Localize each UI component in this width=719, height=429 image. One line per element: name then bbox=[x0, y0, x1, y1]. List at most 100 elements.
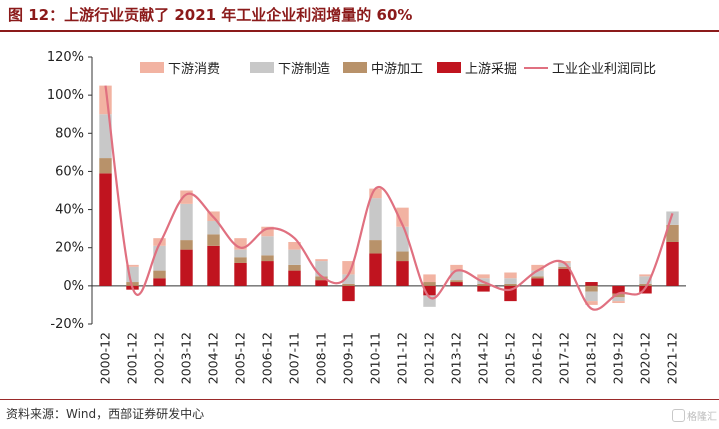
bar-upstream-mining bbox=[450, 282, 463, 286]
bar-upstream-mining bbox=[639, 285, 652, 294]
bar-downstream-consumption bbox=[504, 272, 517, 279]
watermark-text: 格隆汇 bbox=[687, 412, 717, 423]
x-tick-label: 2013-12 bbox=[449, 332, 464, 384]
bar-midstream-processing bbox=[180, 240, 193, 250]
bar-downstream-manufacturing bbox=[585, 291, 598, 302]
watermark-logo-icon bbox=[672, 409, 685, 422]
bar-upstream-mining bbox=[666, 241, 679, 286]
x-tick-label: 2001-12 bbox=[125, 332, 140, 384]
bar-upstream-mining bbox=[423, 285, 436, 296]
bar-downstream-consumption bbox=[423, 274, 436, 283]
x-tick-label: 2008-11 bbox=[314, 332, 329, 384]
legend-label: 下游制造 bbox=[278, 62, 330, 77]
bar-midstream-processing bbox=[666, 224, 679, 242]
bar-downstream-manufacturing bbox=[504, 278, 517, 284]
x-tick-label: 2012-12 bbox=[422, 332, 437, 384]
title-divider bbox=[0, 30, 719, 32]
y-tick-label: 120% bbox=[47, 50, 84, 65]
y-tick-label: 100% bbox=[47, 88, 84, 103]
bar-midstream-processing bbox=[531, 276, 544, 279]
legend-swatch bbox=[140, 62, 164, 73]
x-tick-label: 2007-11 bbox=[287, 332, 302, 384]
x-tick-label: 2018-12 bbox=[584, 332, 599, 384]
y-tick-label: 40% bbox=[55, 203, 84, 218]
legend-label: 工业企业利润同比 bbox=[552, 61, 656, 77]
bar-downstream-manufacturing bbox=[342, 274, 355, 284]
x-tick-label: 2016-12 bbox=[530, 332, 545, 384]
bar-downstream-consumption bbox=[585, 301, 598, 305]
x-tick-label: 2004-12 bbox=[206, 332, 221, 384]
bar-downstream-manufacturing bbox=[423, 295, 436, 307]
x-tick-label: 2010-11 bbox=[368, 332, 383, 384]
bar-downstream-manufacturing bbox=[558, 262, 571, 267]
bar-midstream-processing bbox=[342, 283, 355, 286]
series-line-profit-yoy bbox=[104, 85, 674, 311]
bar-downstream-manufacturing bbox=[450, 270, 463, 281]
legend-label: 中游加工 bbox=[371, 62, 423, 77]
legend-swatch bbox=[437, 62, 461, 73]
bar-upstream-mining bbox=[99, 173, 112, 286]
source-divider bbox=[0, 399, 719, 400]
x-tick-label: 2003-12 bbox=[179, 332, 194, 384]
bar-midstream-processing bbox=[315, 276, 328, 281]
bar-downstream-manufacturing bbox=[531, 270, 544, 277]
x-tick-label: 2021-12 bbox=[665, 332, 680, 384]
bar-upstream-mining bbox=[315, 280, 328, 286]
bar-midstream-processing bbox=[477, 283, 490, 286]
x-tick-label: 2011-12 bbox=[395, 332, 410, 384]
bar-downstream-manufacturing bbox=[234, 249, 247, 258]
bar-downstream-consumption bbox=[369, 188, 382, 199]
y-tick-label: -20% bbox=[50, 317, 84, 332]
figure-title: 图 12：上游行业贡献了 2021 年工业企业利润增量的 60% bbox=[8, 6, 413, 24]
watermark: 格隆汇 bbox=[672, 408, 717, 423]
x-tick-label: 2009-11 bbox=[341, 332, 356, 384]
bar-downstream-manufacturing bbox=[153, 245, 166, 271]
bar-downstream-manufacturing bbox=[180, 203, 193, 241]
bar-upstream-mining bbox=[180, 249, 193, 286]
bar-midstream-processing bbox=[207, 234, 220, 246]
bar-downstream-consumption bbox=[639, 274, 652, 277]
bar-downstream-consumption bbox=[477, 274, 490, 279]
bar-downstream-consumption bbox=[612, 301, 625, 304]
bar-midstream-processing bbox=[261, 255, 274, 262]
bar-midstream-processing bbox=[234, 257, 247, 263]
legend-label: 上游采掘 bbox=[465, 62, 517, 77]
bar-downstream-consumption bbox=[261, 226, 274, 237]
x-tick-label: 2015-12 bbox=[503, 332, 518, 384]
bar-midstream-processing bbox=[423, 282, 436, 286]
bar-downstream-manufacturing bbox=[261, 236, 274, 256]
bar-upstream-mining bbox=[477, 285, 490, 292]
bar-downstream-manufacturing bbox=[315, 261, 328, 277]
bar-downstream-manufacturing bbox=[207, 221, 220, 235]
bar-upstream-mining bbox=[531, 278, 544, 286]
legend-swatch bbox=[250, 62, 274, 73]
bar-downstream-consumption bbox=[450, 264, 463, 271]
legend-swatch bbox=[343, 62, 367, 73]
x-tick-label: 2006-12 bbox=[260, 332, 275, 384]
bar-downstream-consumption bbox=[531, 264, 544, 271]
y-tick-label: 0% bbox=[63, 279, 84, 294]
x-tick-label: 2002-12 bbox=[152, 332, 167, 384]
bar-midstream-processing bbox=[369, 240, 382, 254]
bar-midstream-processing bbox=[396, 251, 409, 262]
bar-midstream-processing bbox=[558, 266, 571, 269]
bar-downstream-consumption bbox=[396, 207, 409, 227]
bar-downstream-consumption bbox=[126, 264, 139, 267]
bar-upstream-mining bbox=[396, 261, 409, 286]
bar-upstream-mining bbox=[153, 278, 166, 286]
y-tick-label: 60% bbox=[55, 164, 84, 179]
bar-upstream-mining bbox=[261, 261, 274, 286]
source-note: 资料来源：Wind，西部证券研发中心 bbox=[6, 407, 205, 421]
bar-downstream-manufacturing bbox=[639, 276, 652, 284]
bar-downstream-manufacturing bbox=[288, 249, 301, 265]
bar-upstream-mining bbox=[612, 285, 625, 294]
chart-canvas: -20% 0% 20% 40% 60% 80% 100% 120% 2000-12 2001-12… bbox=[47, 50, 686, 384]
x-tick-label: 2005-12 bbox=[233, 332, 248, 384]
x-tick-label: 2000-12 bbox=[98, 332, 113, 384]
bar-upstream-mining bbox=[585, 282, 598, 286]
x-tick-label: 2017-12 bbox=[557, 332, 572, 384]
y-tick-label: 20% bbox=[55, 241, 84, 256]
bar-downstream-consumption bbox=[315, 259, 328, 262]
bar-upstream-mining bbox=[234, 262, 247, 286]
bar-downstream-manufacturing bbox=[369, 198, 382, 241]
